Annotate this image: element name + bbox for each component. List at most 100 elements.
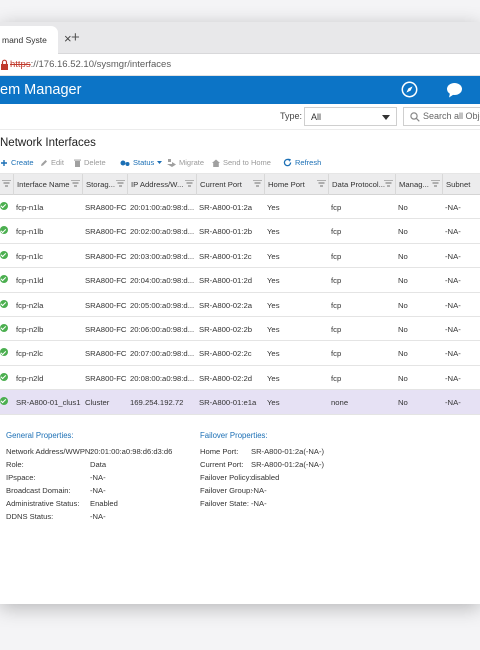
browser-tab[interactable]: mand Syste — [0, 26, 58, 54]
table-cell: -NA- — [445, 251, 461, 261]
migrate-button[interactable]: Migrate — [167, 158, 204, 167]
filter-icon[interactable] — [384, 180, 393, 188]
column-header[interactable]: Manag... — [395, 174, 442, 195]
filter-icon[interactable] — [116, 180, 125, 188]
table-cell: No — [398, 300, 408, 310]
url-text[interactable]: https://176.16.52.10/sysmgr/interfaces — [10, 59, 171, 70]
column-header[interactable]: Home Port — [264, 174, 328, 195]
migrate-icon — [167, 158, 176, 167]
table-row[interactable]: fcp-n2lc SRA800-FCP 20:07:00:a0:98:d... SR-… — [0, 341, 480, 366]
table-cell: SR-A800-02:2b — [199, 324, 252, 334]
column-header-label: Current Port — [200, 180, 242, 189]
table-cell: SR-A800-01:2d — [199, 276, 252, 286]
column-header-label: Interface Name — [17, 180, 70, 189]
create-button[interactable]: Create — [0, 158, 34, 167]
table-cell: fcp-n2la — [16, 300, 44, 310]
delete-button[interactable]: Delete — [74, 158, 106, 167]
property-label: Role: — [6, 459, 24, 469]
table-cell: 20:01:00:a0:98:d... — [130, 203, 195, 212]
property-value: -NA- — [251, 485, 267, 495]
compass-icon[interactable] — [401, 81, 418, 98]
table-cell: Yes — [267, 398, 280, 408]
table-cell: SRA800-FCP — [85, 227, 127, 237]
table-cell: -NA- — [445, 300, 461, 310]
filter-icon[interactable] — [431, 180, 440, 188]
table-row[interactable]: fcp-n2ld SRA800-FCP 20:08:00:a0:98:d... SR-… — [0, 365, 480, 391]
column-header[interactable]: IP Address/W... — [127, 174, 196, 195]
table-cell: fcp-n1lc — [16, 251, 43, 261]
property-value: SR-A800-01:2a(-NA-) — [251, 446, 325, 456]
url-scheme: https — [10, 59, 31, 70]
property-value: Data — [90, 459, 107, 469]
property-value: -NA- — [90, 485, 106, 495]
migrate-label: Migrate — [179, 158, 205, 167]
table-cell: fcp — [331, 373, 342, 383]
table-cell: No — [398, 276, 408, 286]
table-cell: 20:05:00:a0:98:d... — [130, 300, 195, 310]
table-row[interactable]: fcp-n1lc SRA800-FCP 20:03:00:a0:98:d... SR-… — [0, 243, 480, 269]
filter-icon[interactable] — [253, 180, 262, 188]
table-row[interactable]: fcp-n1la SRA800-FCP 20:01:00:a0:98:d... SR-… — [0, 195, 480, 220]
table-cell: SR-A800-01:2b — [199, 227, 252, 237]
column-header[interactable]: Current Port — [196, 174, 264, 195]
property-label: Administrative Status: — [6, 498, 80, 508]
chat-icon[interactable] — [446, 82, 463, 98]
home-icon — [212, 159, 220, 167]
tab-bar: mand Syste × + — [0, 22, 480, 54]
type-label: Type: — [280, 111, 303, 121]
chevron-down-icon — [157, 160, 163, 164]
table-row[interactable]: fcp-n1lb SRA800-FCP 20:02:00:a0:98:d... SR-… — [0, 219, 480, 244]
table-row[interactable]: SR-A800-01_clus1 Cluster 169.254.192.72 SR-… — [0, 390, 480, 415]
filter-icon[interactable] — [185, 180, 194, 188]
close-tab-icon[interactable]: × — [64, 31, 72, 46]
filter-icon — [2, 180, 11, 187]
general-properties-title: General Properties: — [6, 430, 74, 440]
search-box[interactable] — [403, 107, 480, 126]
failover-properties-title: Failover Properties: — [200, 430, 268, 440]
table-cell: SR-A800-01:2c — [199, 251, 252, 261]
table-cell: No — [398, 227, 408, 237]
filter-icon[interactable] — [317, 180, 326, 188]
column-header[interactable]: Interface Name — [13, 174, 82, 195]
table-row[interactable]: fcp-n2la SRA800-FCP 20:05:00:a0:98:d... SR-… — [0, 292, 480, 317]
filter-icon[interactable] — [71, 180, 80, 188]
app-header: em Manager — [0, 76, 480, 104]
table-cell: fcp — [331, 203, 342, 212]
header-status-filter[interactable] — [0, 174, 13, 195]
pencil-icon — [41, 159, 47, 166]
property-value: -NA- — [251, 498, 267, 508]
address-bar[interactable]: https://176.16.52.10/sysmgr/interfaces — [0, 54, 480, 76]
table-body: fcp-n1la SRA800-FCP 20:01:00:a0:98:d... SR-… — [0, 195, 480, 415]
type-select[interactable]: All — [304, 107, 397, 126]
property-label: DDNS Status: — [6, 511, 54, 521]
status-ok-icon — [0, 323, 8, 332]
status-dropdown[interactable]: Status — [120, 158, 163, 167]
status-icon — [120, 160, 130, 166]
refresh-button[interactable]: Refresh — [283, 158, 321, 167]
property-value: Enabled — [90, 498, 118, 508]
table-row[interactable]: fcp-n2lb SRA800-FCP 20:06:00:a0:98:d... SR-… — [0, 316, 480, 342]
table-cell: -NA- — [445, 398, 461, 408]
column-header-label: Subnet — [446, 180, 471, 189]
table-cell: No — [398, 251, 408, 261]
column-header[interactable]: Storag... — [82, 174, 127, 195]
column-header-label: Manag... — [399, 180, 429, 189]
plus-icon — [1, 159, 7, 166]
new-tab-icon[interactable]: + — [71, 29, 80, 46]
table-cell: fcp — [331, 227, 342, 237]
property-label: Home Port: — [200, 446, 239, 456]
table-cell: fcp-n1ld — [16, 276, 44, 286]
table-row[interactable]: fcp-n1ld SRA800-FCP 20:04:00:a0:98:d... SR-… — [0, 268, 480, 293]
table-cell: SR-A800-01:2a — [199, 203, 252, 212]
column-header-label: IP Address/W... — [131, 180, 184, 189]
trash-icon — [74, 159, 81, 167]
column-header[interactable]: Data Protocol... — [328, 174, 395, 195]
column-header[interactable]: Subnet — [442, 174, 480, 195]
column-header-label: Data Protocol... — [332, 180, 385, 189]
table-cell: fcp-n2lc — [16, 349, 43, 359]
send-to-home-label: Send to Home — [223, 158, 271, 167]
edit-button[interactable]: Edit — [40, 158, 64, 167]
interfaces-table: Interface Name Storag... IP Address/W... Cu… — [0, 174, 480, 415]
send-to-home-button[interactable]: Send to Home — [212, 158, 271, 167]
search-input[interactable] — [423, 111, 480, 121]
